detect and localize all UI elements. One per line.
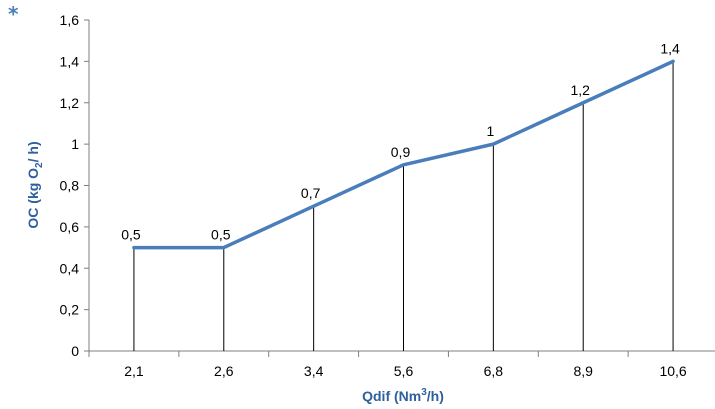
x-tick-label: 3,4: [304, 363, 324, 379]
x-tick-label: 10,6: [659, 363, 686, 379]
data-labels: 0,5 0,5 0,7 0,9 1 1,2 1,4: [121, 40, 680, 242]
y-tick-label: 0,8: [60, 178, 80, 194]
drop-lines: [133, 61, 674, 351]
y-tick-label: 0,6: [60, 219, 80, 235]
x-axis: 2,1 2,6 3,4 5,6 6,8 8,9 10,6: [88, 350, 715, 379]
y-tick-label: 1,4: [60, 53, 80, 69]
data-label: 0,7: [301, 185, 321, 201]
data-point: [313, 205, 315, 207]
data-point: [403, 164, 404, 166]
y-tick-label: 1,6: [60, 12, 80, 28]
data-label: 1,2: [570, 82, 590, 98]
x-tick-label: 2,6: [214, 363, 234, 379]
y-tick-label: 0,2: [60, 302, 80, 318]
data-point: [492, 143, 494, 145]
y-axis-title: OC (kg O2/ h): [25, 141, 45, 228]
data-point: [672, 60, 674, 62]
data-point: [582, 102, 584, 104]
corner-asterisk: *: [8, 2, 19, 26]
data-point: [133, 247, 135, 249]
y-tick-label: 0,4: [60, 260, 80, 276]
x-tick-label: 6,8: [484, 363, 504, 379]
y-tick-label: 0: [71, 343, 79, 359]
x-tick-label: 2,1: [124, 363, 144, 379]
y-axis: 0 0,2 0,4 0,6 0,8 1 1,2 1,4 1,6: [60, 12, 90, 359]
data-point: [223, 247, 225, 249]
x-tick-label: 5,6: [394, 363, 414, 379]
x-axis-title: Qdif (Nm3/h): [362, 387, 444, 404]
data-label: 1: [486, 123, 494, 139]
data-label: 0,5: [121, 227, 141, 243]
data-label: 0,5: [211, 227, 231, 243]
x-tick-label: 8,9: [573, 363, 593, 379]
series-line-group: [132, 59, 675, 250]
y-tick-label: 1,2: [60, 95, 80, 111]
data-label: 1,4: [660, 40, 680, 56]
data-label: 0,9: [391, 144, 411, 160]
y-tick-label: 1: [71, 136, 79, 152]
